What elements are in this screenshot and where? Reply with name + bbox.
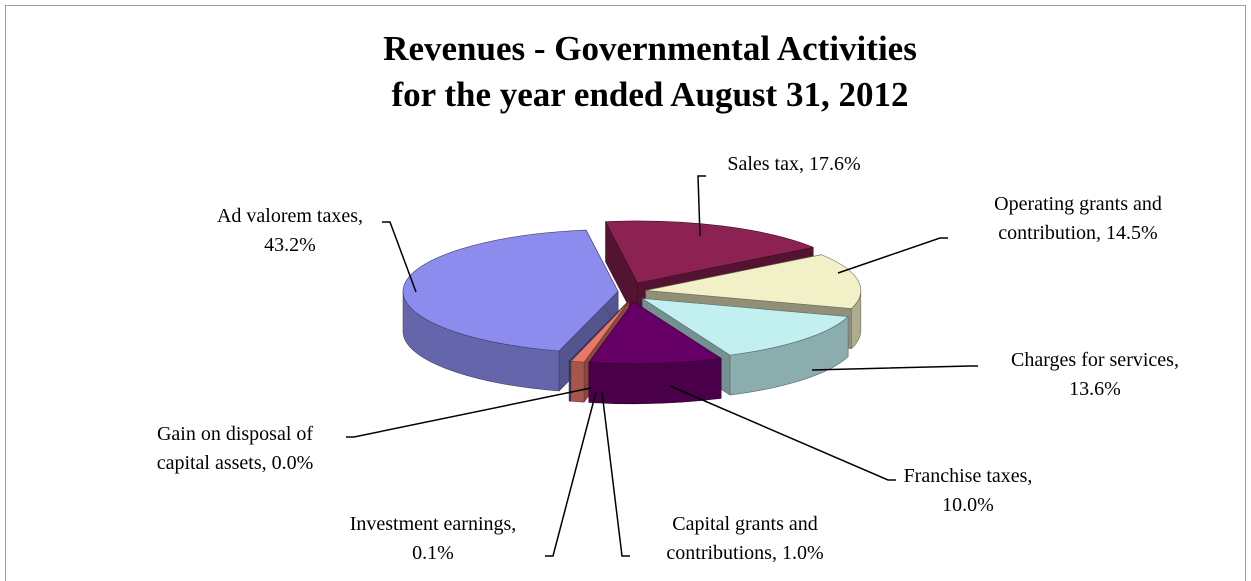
- data-label: Capital grants and: [672, 513, 818, 535]
- data-label: contributions, 1.0%: [666, 542, 823, 564]
- chart-title: Revenues - Governmental Activities: [383, 29, 917, 68]
- leader-line: [545, 391, 597, 557]
- data-label: 10.0%: [942, 494, 994, 516]
- leader-line: [811, 365, 978, 371]
- slice-top: [642, 298, 849, 356]
- data-label: 43.2%: [264, 234, 316, 256]
- slice: [588, 301, 722, 405]
- slice-top: [570, 301, 629, 363]
- data-label: Gain on disposal of: [157, 423, 313, 445]
- leader-line: [669, 385, 896, 481]
- data-label: Ad valorem taxes,: [217, 205, 363, 227]
- leader-line: [382, 221, 417, 293]
- data-label: Charges for services,: [1011, 349, 1179, 371]
- slice-wall: [568, 360, 571, 402]
- leader-line: [346, 387, 592, 438]
- chart-title: for the year ended August 31, 2012: [392, 75, 909, 114]
- data-label: 0.1%: [412, 542, 454, 564]
- slice-top: [605, 220, 814, 284]
- pie: [402, 220, 862, 405]
- slice-top: [402, 229, 619, 352]
- slice: [402, 229, 619, 392]
- leader-line: [601, 391, 630, 557]
- data-label: Operating grants and: [994, 193, 1162, 215]
- data-label: 13.6%: [1069, 378, 1121, 400]
- slice-wall: [570, 360, 585, 403]
- leader-line: [837, 237, 948, 274]
- data-label: Sales tax, 17.6%: [727, 153, 860, 175]
- slice-wall: [588, 358, 722, 405]
- slice-top: [588, 301, 722, 365]
- slice-top: [645, 254, 862, 309]
- leader-line: [697, 175, 706, 237]
- data-label: Franchise taxes,: [904, 465, 1033, 487]
- slice-top: [568, 301, 629, 362]
- labels: Sales tax, 17.6% Operating grants and cont…: [157, 153, 1179, 564]
- data-label: capital assets, 0.0%: [157, 452, 314, 474]
- data-label: Investment earnings,: [350, 513, 517, 535]
- data-label: contribution, 14.5%: [998, 222, 1157, 244]
